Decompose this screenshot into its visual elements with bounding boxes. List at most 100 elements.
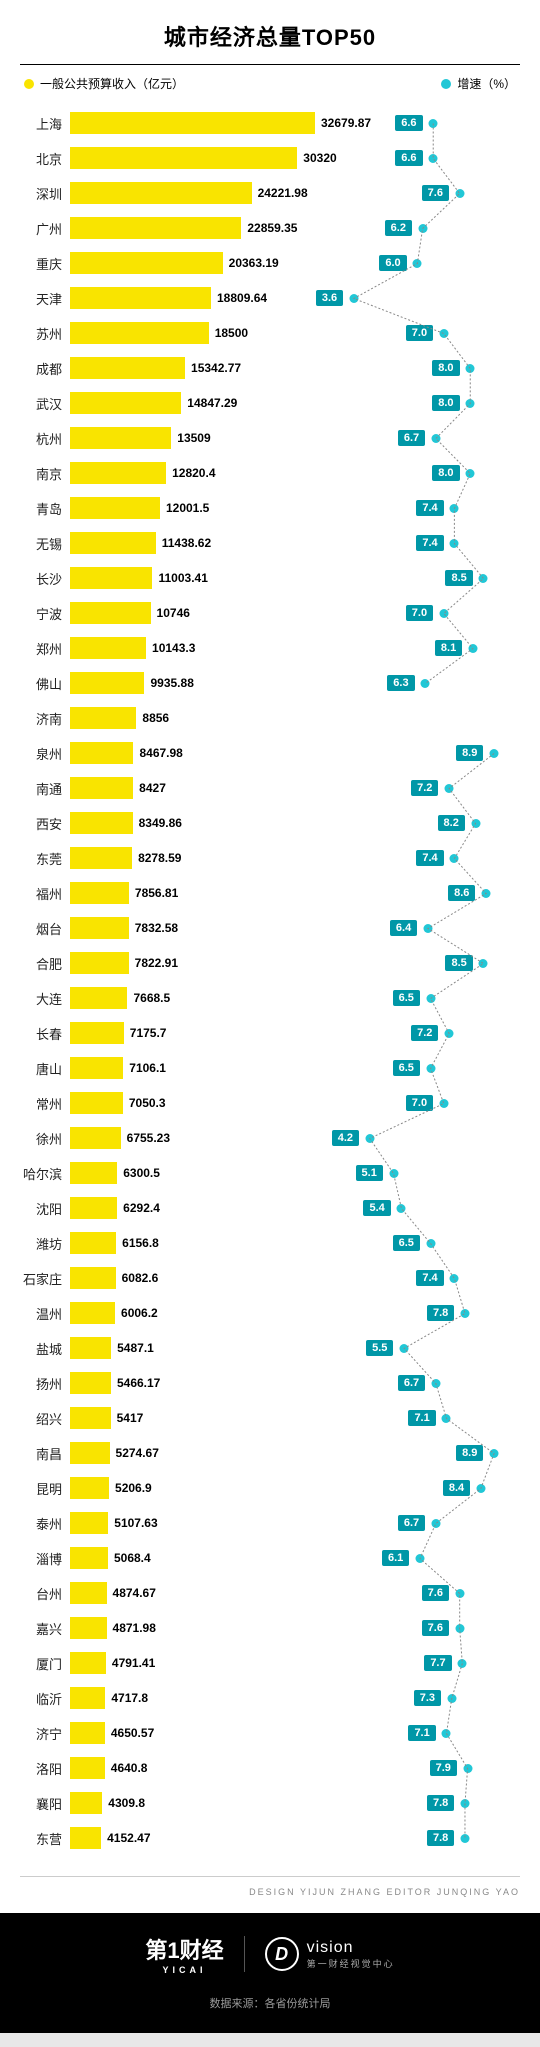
growth-badge: 7.1 — [408, 1410, 435, 1426]
city-label: 东营 — [0, 1829, 68, 1848]
revenue-bar — [70, 602, 151, 624]
growth-dot — [458, 1659, 467, 1668]
data-row: 深圳24221.987.6 — [0, 176, 540, 211]
city-label: 郑州 — [0, 639, 68, 658]
growth-badge: 6.0 — [379, 255, 406, 271]
value-label: 5417 — [117, 1411, 144, 1425]
value-label: 5068.4 — [114, 1551, 151, 1565]
data-row: 杭州135096.7 — [0, 421, 540, 456]
city-label: 常州 — [0, 1094, 68, 1113]
revenue-bar — [70, 1547, 108, 1569]
growth-badge: 8.9 — [456, 1445, 483, 1461]
city-label: 沈阳 — [0, 1199, 68, 1218]
growth-badge: 4.2 — [332, 1130, 359, 1146]
value-label: 4309.8 — [108, 1796, 145, 1810]
growth-badge: 6.4 — [390, 920, 417, 936]
city-label: 扬州 — [0, 1374, 68, 1393]
growth-badge: 6.6 — [395, 115, 422, 131]
data-row: 长沙11003.418.5 — [0, 561, 540, 596]
value-label: 18809.64 — [217, 291, 267, 305]
data-row: 盐城5487.15.5 — [0, 1331, 540, 1366]
revenue-bar — [70, 1092, 123, 1114]
bar-area — [70, 287, 340, 309]
value-label: 6300.5 — [123, 1166, 160, 1180]
data-row: 东营4152.477.8 — [0, 1821, 540, 1856]
city-label: 绍兴 — [0, 1409, 68, 1428]
growth-dot — [413, 259, 422, 268]
growth-badge: 8.9 — [456, 745, 483, 761]
growth-badge: 7.8 — [427, 1795, 454, 1811]
growth-dot — [445, 1029, 454, 1038]
revenue-bar — [70, 532, 156, 554]
header: 城市经济总量TOP50 — [20, 0, 520, 65]
value-label: 7832.58 — [135, 921, 178, 935]
growth-dot — [426, 1064, 435, 1073]
data-row: 厦门4791.417.7 — [0, 1646, 540, 1681]
growth-badge: 8.1 — [435, 640, 462, 656]
city-label: 临沂 — [0, 1689, 68, 1708]
city-label: 杭州 — [0, 429, 68, 448]
legend-revenue: 一般公共预算收入（亿元） — [24, 75, 184, 92]
value-label: 8856 — [142, 711, 169, 725]
revenue-bar — [70, 567, 152, 589]
growth-badge: 8.4 — [443, 1480, 470, 1496]
revenue-bar — [70, 1162, 117, 1184]
growth-dot — [349, 294, 358, 303]
data-row: 天津18809.643.6 — [0, 281, 540, 316]
data-source: 数据来源：各省份统计局 — [0, 1995, 540, 2033]
bar-area — [70, 742, 340, 764]
revenue-bar — [70, 1302, 115, 1324]
growth-dot — [460, 1799, 469, 1808]
legend-growth: 增速（%） — [441, 75, 516, 92]
bar-area — [70, 812, 340, 834]
growth-badge: 7.4 — [416, 850, 443, 866]
city-label: 济南 — [0, 709, 68, 728]
growth-dot — [450, 1274, 459, 1283]
value-label: 5206.9 — [115, 1481, 152, 1495]
city-label: 武汉 — [0, 394, 68, 413]
revenue-bar — [70, 1617, 107, 1639]
value-label: 8427 — [139, 781, 166, 795]
city-label: 青岛 — [0, 499, 68, 518]
growth-dot — [450, 854, 459, 863]
revenue-bar — [70, 777, 133, 799]
bar-area — [70, 1652, 340, 1674]
value-label: 8349.86 — [139, 816, 182, 830]
brand-vision: D vision 第一财经视觉中心 — [265, 1937, 395, 1971]
bar-area — [70, 322, 340, 344]
data-row: 烟台 7832.58 6.4 — [0, 911, 540, 946]
value-label: 6082.6 — [122, 1271, 159, 1285]
bar-area — [70, 882, 340, 904]
revenue-bar — [70, 1477, 109, 1499]
city-label: 烟台 — [0, 919, 68, 938]
value-label: 15342.77 — [191, 361, 241, 375]
value-label: 12820.4 — [172, 466, 215, 480]
value-label: 4717.8 — [111, 1691, 148, 1705]
data-row: 济南 8856 — [0, 701, 540, 736]
data-row: 临沂4717.87.3 — [0, 1681, 540, 1716]
city-label: 长沙 — [0, 569, 68, 588]
growth-dot — [490, 1449, 499, 1458]
growth-badge: 6.7 — [398, 1515, 425, 1531]
city-label: 徐州 — [0, 1129, 68, 1148]
revenue-bar — [70, 952, 129, 974]
revenue-bar — [70, 882, 129, 904]
growth-dot — [426, 994, 435, 1003]
legend-dot-yellow — [24, 79, 34, 89]
value-label: 7856.81 — [135, 886, 178, 900]
bar-area — [70, 1337, 340, 1359]
city-label: 深圳 — [0, 184, 68, 203]
revenue-bar — [70, 1687, 105, 1709]
growth-dot — [460, 1309, 469, 1318]
brand-yicai: 第1财经 YICAI — [145, 1933, 223, 1975]
revenue-bar — [70, 392, 181, 414]
data-row: 嘉兴4871.987.6 — [0, 1611, 540, 1646]
city-label: 哈尔滨 — [0, 1164, 68, 1183]
growth-dot — [418, 224, 427, 233]
value-label: 6006.2 — [121, 1306, 158, 1320]
revenue-bar — [70, 1512, 108, 1534]
value-label: 4152.47 — [107, 1831, 150, 1845]
data-row: 西安8349.868.2 — [0, 806, 540, 841]
revenue-bar — [70, 812, 133, 834]
revenue-bar — [70, 112, 315, 134]
